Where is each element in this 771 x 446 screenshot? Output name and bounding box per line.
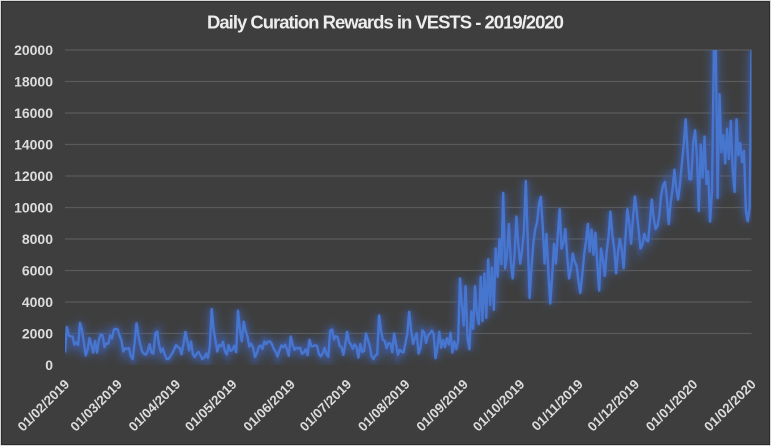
svg-text:8000: 8000 <box>22 231 53 247</box>
svg-text:14000: 14000 <box>14 136 53 152</box>
svg-text:12000: 12000 <box>14 168 53 184</box>
svg-text:6000: 6000 <box>22 262 53 278</box>
svg-text:Daily Curation Rewards in VEST: Daily Curation Rewards in VESTS - 2019/2… <box>207 12 564 33</box>
svg-text:10000: 10000 <box>14 199 53 215</box>
svg-text:0: 0 <box>45 357 53 373</box>
svg-text:18000: 18000 <box>14 73 53 89</box>
svg-text:20000: 20000 <box>14 42 53 58</box>
svg-text:16000: 16000 <box>14 105 53 121</box>
svg-text:2000: 2000 <box>22 325 53 341</box>
svg-text:4000: 4000 <box>22 294 53 310</box>
